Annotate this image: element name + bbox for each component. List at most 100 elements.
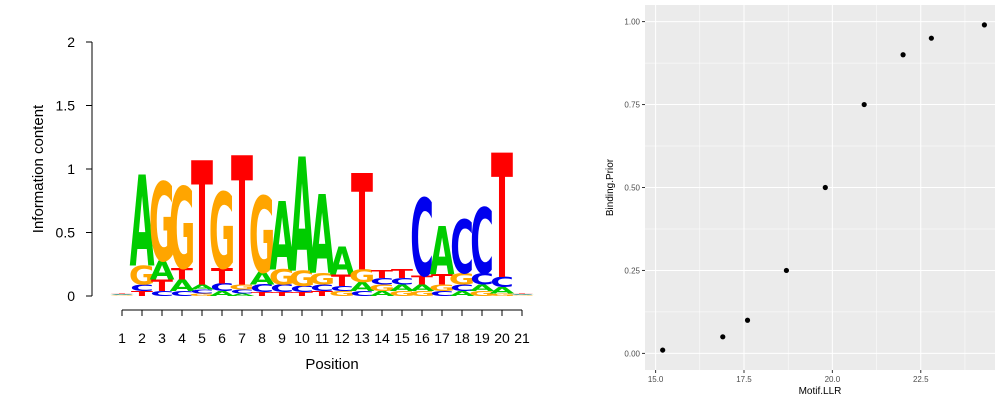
logo-letter-T: T	[251, 291, 273, 297]
logo-letter-C: C	[130, 283, 154, 293]
logo-letter-A: A	[370, 290, 395, 298]
logo-letter-G: G	[249, 176, 275, 298]
scatter-point	[981, 22, 987, 28]
logo-letter-A: A	[270, 182, 295, 292]
scatter-x-tick-label: 17.5	[736, 375, 752, 384]
logo-x-tick-label: 18	[454, 330, 470, 346]
scatter-x-axis-label: Motif.LLR	[799, 386, 842, 397]
logo-letter-T: T	[291, 291, 313, 297]
logo-letter-C: C	[450, 207, 474, 291]
logo-letter-C: C	[410, 178, 434, 301]
scatter-y-axis: 0.00 0.25 0.50 0.75 1.00	[624, 18, 645, 358]
logo-letter-G: G	[229, 283, 255, 291]
logo-letter-C: C	[490, 274, 514, 290]
logo-letter-G: G	[309, 270, 335, 288]
logo-x-axis-label: Position	[305, 356, 358, 373]
logo-x-tick-label: 13	[354, 330, 370, 346]
logo-y-axis: 0 0.5 1 1.5 2	[56, 34, 93, 304]
scatter-x-tick-label: 15.0	[648, 375, 664, 384]
logo-x-tick-label: 20	[494, 330, 510, 346]
logo-x-tick-label: 11	[315, 330, 330, 346]
logo-letter-C: C	[350, 290, 374, 298]
logo-x-tick-label: 12	[334, 330, 350, 346]
logo-letter-A: A	[470, 283, 496, 293]
logo-letter-C: C	[370, 276, 394, 286]
logo-x-tick-label: 21	[514, 330, 530, 346]
logo-letter-A: A	[450, 290, 475, 298]
logo-letter-A: A	[130, 149, 155, 296]
logo-letter-T: T	[511, 293, 534, 294]
logo-x-tick-label: 2	[138, 330, 146, 346]
logo-letter-T: T	[111, 293, 134, 294]
logo-letter-T: T	[271, 291, 293, 297]
logo-letter-G: G	[169, 166, 195, 295]
logo-letter-T: T	[191, 126, 213, 325]
scatter-point	[744, 317, 751, 323]
logo-letter-C: C	[430, 290, 454, 298]
scatter-y-tick-label: 0.25	[624, 266, 640, 275]
scatter-y-tick-label: 0.00	[624, 349, 640, 358]
logo-letter-G: G	[389, 290, 415, 298]
logo-letter-A: A	[330, 240, 355, 284]
logo-letter-T: T	[231, 122, 253, 328]
logo-letter-G: G	[269, 266, 295, 290]
logo-letter-A: A	[350, 279, 375, 294]
logo-x-tick-label: 6	[218, 330, 226, 346]
logo-letter-C: C	[110, 294, 134, 295]
logo-letter-A: A	[430, 215, 455, 291]
logo-letter-T: T	[491, 119, 513, 318]
logo-x-tick-label: 17	[434, 330, 450, 346]
logo-letter-C: C	[290, 284, 314, 294]
logo-x-tick-label: 5	[198, 330, 206, 346]
scatter-point	[861, 101, 867, 108]
logo-letter-A: A	[150, 255, 175, 285]
scatter-y-tick-label: 1.00	[624, 18, 640, 27]
logo-letter-G: G	[329, 290, 355, 298]
logo-x-tick-label: 8	[258, 330, 266, 346]
logo-letter-C: C	[210, 281, 234, 293]
logo-letter-T: T	[151, 277, 174, 295]
logo-letter-C: C	[510, 294, 534, 295]
logo-y-tick-label: 1.5	[56, 98, 76, 114]
logo-letter-G: G	[349, 267, 375, 287]
scatter-y-tick-label: 0.50	[624, 184, 640, 193]
logo-letter-A: A	[290, 125, 315, 308]
logo-letter-A: A	[410, 283, 436, 293]
logo-letter-G: G	[509, 295, 535, 296]
scatter-point	[720, 334, 726, 340]
logo-letter-C: C	[150, 290, 174, 298]
logo-letter-T: T	[131, 290, 153, 298]
logo-letter-G: G	[369, 283, 395, 293]
scatter-point	[928, 35, 934, 41]
logo-y-tick-label: 1	[67, 161, 75, 177]
logo-x-tick-label: 14	[374, 330, 390, 346]
logo-letter-T: T	[391, 267, 413, 282]
logo-letter-T: T	[431, 272, 453, 288]
logo-letter-C: C	[470, 191, 494, 296]
logo-letter-C: C	[230, 289, 254, 295]
logo-letter-A: A	[110, 294, 135, 295]
logo-y-axis-label: Information content	[30, 104, 47, 233]
logo-letter-A: A	[310, 173, 335, 299]
scatter-chart: 0.00 0.25 0.50 0.75 1.00 15.0 17.5 20.0 22.5 Mo…	[605, 5, 995, 397]
scatter-point	[783, 267, 790, 274]
logo-letter-A: A	[490, 285, 516, 295]
logo-letter-C: C	[190, 289, 214, 295]
logo-x-tick-label: 7	[238, 330, 246, 346]
logo-letter-G: G	[489, 293, 515, 297]
logo-x-tick-label: 19	[474, 330, 490, 346]
logo-x-tick-label: 16	[414, 330, 430, 346]
logo-letter-G: G	[189, 293, 215, 297]
logo-letter-G: G	[469, 290, 495, 298]
logo-letter-T: T	[331, 272, 354, 290]
scatter-x-tick-label: 22.5	[913, 375, 929, 384]
logo-x-tick-label: 4	[178, 330, 186, 346]
logo-letter-G: G	[149, 160, 175, 286]
logo-letter-A: A	[390, 283, 416, 293]
logo-letter-T: T	[171, 265, 194, 283]
scatter-points	[660, 22, 987, 353]
scatter-x-tick-label: 20.0	[825, 375, 841, 384]
logo-letter-T: T	[371, 269, 394, 281]
logo-letter-A: A	[510, 294, 535, 295]
